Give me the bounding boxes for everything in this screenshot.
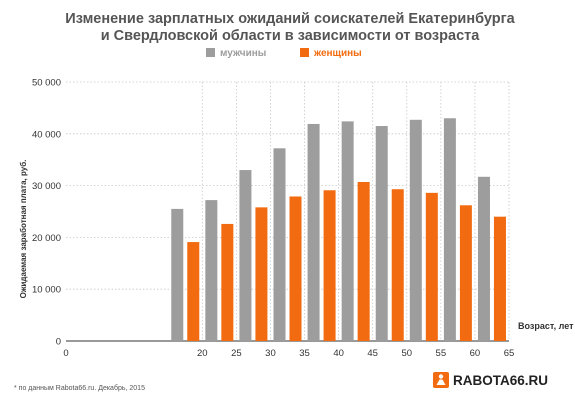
- bar-women: [459, 205, 472, 341]
- y-axis-label: Ожидаемая заработная плата, руб.: [19, 160, 28, 299]
- legend-swatch-men: [206, 48, 215, 57]
- x-axis-label: Возраст, лет: [518, 321, 574, 331]
- logo-text: RABOTA66.RU: [453, 373, 548, 388]
- y-tick-label: 20 000: [32, 233, 61, 244]
- x-tick-label: 55: [436, 348, 447, 359]
- bar-men: [171, 208, 184, 341]
- x-tick-label: 45: [367, 348, 378, 359]
- bar-women: [357, 181, 370, 341]
- x-tick-label: 20: [197, 348, 208, 359]
- legend: мужчины женщины: [206, 48, 362, 59]
- bar-men: [375, 126, 388, 341]
- bar-women: [425, 192, 438, 341]
- bar-women: [391, 189, 404, 341]
- chart-title-line-1: Изменение зарплатных ожиданий соискателе…: [65, 11, 515, 27]
- legend-swatch-women: [300, 48, 309, 57]
- y-tick-label: 10 000: [32, 285, 61, 296]
- bar-men: [273, 148, 286, 341]
- x-tick-label: 35: [299, 348, 310, 359]
- logo-mark-icon: [433, 372, 449, 388]
- bar-men: [477, 176, 490, 341]
- x-tick-label: 50: [401, 348, 412, 359]
- bar-men: [341, 121, 354, 341]
- x-tick-label: 60: [470, 348, 481, 359]
- x-tick-label: 40: [333, 348, 344, 359]
- y-tick-label: 50 000: [32, 78, 61, 89]
- bar-women: [221, 223, 234, 341]
- bars: [171, 118, 506, 342]
- bar-women: [289, 196, 302, 341]
- x-tick-label: 25: [231, 348, 242, 359]
- grid: [66, 81, 510, 342]
- bar-men: [409, 119, 422, 342]
- legend-label-men: мужчины: [220, 48, 266, 59]
- bar-women: [187, 242, 200, 341]
- x-tick-label: 30: [265, 348, 276, 359]
- bar-women: [493, 216, 506, 341]
- footnote: * по данным Rabota66.ru. Декабрь, 2015: [14, 384, 145, 392]
- logo: RABOTA66.RU: [433, 372, 548, 388]
- y-axis-ticks: 0 10 000 20 000 30 000 40 000 50 000: [32, 78, 61, 348]
- bar-women: [255, 207, 268, 341]
- y-tick-label: 40 000: [32, 129, 61, 140]
- bar-men: [443, 118, 456, 341]
- bar-men: [205, 200, 218, 341]
- x-axis-ticks: 0 20 25 30 35 40 45 50 55 60 65: [63, 348, 514, 359]
- y-tick-label: 30 000: [32, 181, 61, 192]
- bar-men: [307, 123, 320, 341]
- x-tick-label: 0: [63, 348, 68, 359]
- bar-women: [323, 190, 336, 341]
- bar-men: [239, 170, 252, 341]
- chart-title-line-2: и Свердловской области в зависимости от …: [101, 28, 481, 44]
- y-tick-label: 0: [56, 337, 61, 348]
- x-tick-label: 65: [504, 348, 515, 359]
- legend-label-women: женщины: [313, 48, 362, 59]
